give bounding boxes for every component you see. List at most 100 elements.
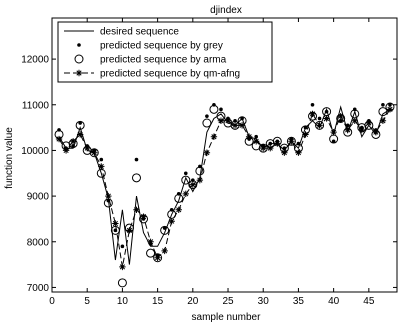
data-point — [302, 131, 309, 138]
x-tick-label: 15 — [152, 296, 164, 307]
data-point — [219, 107, 223, 112]
data-point — [324, 109, 329, 114]
data-point — [175, 206, 182, 213]
data-point — [205, 114, 209, 118]
data-point — [337, 112, 344, 120]
data-point — [120, 244, 125, 249]
data-point — [105, 192, 112, 200]
data-point — [147, 238, 154, 245]
data-point — [372, 128, 380, 136]
x-tick-label: 5 — [84, 296, 90, 307]
data-point — [288, 138, 295, 145]
data-point — [345, 123, 350, 128]
data-point — [202, 118, 212, 128]
data-point — [358, 126, 365, 134]
y-axis-label: function value — [4, 127, 15, 189]
series-3 — [55, 106, 394, 271]
data-point — [268, 141, 273, 146]
data-point — [286, 136, 296, 146]
y-tick-label: 7000 — [27, 283, 50, 294]
y-tick-label: 12000 — [21, 55, 49, 66]
data-point — [331, 139, 336, 144]
x-axis-label: sample number — [192, 312, 262, 323]
data-point — [117, 278, 127, 288]
data-point — [168, 218, 175, 225]
legend: desired sequence predicted sequence by gr… — [57, 21, 273, 83]
data-point — [119, 263, 126, 271]
data-point — [162, 226, 167, 230]
data-point — [99, 157, 104, 162]
data-point — [281, 149, 288, 156]
data-point — [330, 128, 337, 136]
data-point — [240, 116, 244, 121]
data-point — [323, 115, 330, 122]
x-tick-label: 0 — [49, 296, 55, 307]
data-point — [365, 119, 373, 127]
data-point — [183, 171, 188, 176]
data-point — [303, 125, 308, 130]
data-point — [98, 163, 105, 170]
legend-item: predicted sequence by qm-afng — [64, 69, 240, 80]
legend-label: predicted sequence by grey — [100, 41, 223, 52]
series-2 — [54, 102, 395, 288]
data-point — [274, 140, 281, 147]
data-point — [386, 106, 394, 113]
data-point — [309, 110, 316, 118]
data-point — [126, 227, 133, 234]
x-tick-label: 30 — [258, 296, 270, 307]
x-tick-label: 40 — [328, 296, 340, 307]
data-point — [55, 135, 63, 143]
data-point — [161, 247, 168, 255]
y-tick-label: 9000 — [27, 192, 50, 203]
x-tick-label: 20 — [187, 296, 199, 307]
data-point — [378, 107, 388, 117]
data-point — [112, 220, 119, 227]
data-point — [196, 176, 204, 184]
data-point — [231, 122, 239, 129]
data-point — [210, 133, 218, 140]
data-point — [75, 120, 85, 130]
data-point — [344, 126, 351, 134]
data-point — [252, 138, 260, 145]
legend-item: predicted sequence by arma — [74, 54, 227, 66]
data-point — [295, 149, 302, 156]
data-point — [379, 117, 387, 124]
data-point — [89, 148, 99, 158]
data-point — [181, 175, 191, 185]
data-point — [91, 149, 98, 156]
legend-item: predicted sequence by grey — [77, 41, 223, 52]
data-point — [154, 254, 161, 261]
data-point — [62, 147, 70, 154]
legend-item: desired sequence — [64, 27, 179, 38]
x-tick-label: 45 — [363, 296, 375, 307]
data-point — [238, 122, 246, 129]
data-point — [254, 134, 258, 139]
legend-box — [57, 21, 273, 83]
data-point — [78, 121, 82, 125]
y-tick-label: 10000 — [21, 146, 49, 157]
data-point — [338, 118, 343, 123]
data-point — [188, 180, 198, 190]
data-point — [310, 102, 315, 107]
chart-title: djindex — [210, 5, 242, 16]
data-point — [69, 138, 77, 145]
data-point — [195, 166, 205, 176]
x-tick-label: 25 — [222, 296, 234, 307]
data-point — [316, 122, 323, 129]
data-point — [153, 253, 163, 263]
series-line — [58, 109, 391, 267]
data-point — [71, 144, 75, 148]
series-layer — [54, 102, 395, 288]
x-axis: 0 5 10 15 20 25 30 35 40 45 — [49, 18, 375, 307]
data-point — [282, 146, 287, 150]
data-point — [134, 157, 139, 162]
data-point — [209, 104, 219, 114]
data-point — [174, 193, 184, 203]
data-point — [245, 133, 253, 140]
data-point — [317, 116, 322, 121]
legend-swatch — [77, 43, 81, 47]
legend-label: predicted sequence by qm-afng — [100, 69, 240, 80]
data-point — [203, 149, 211, 156]
